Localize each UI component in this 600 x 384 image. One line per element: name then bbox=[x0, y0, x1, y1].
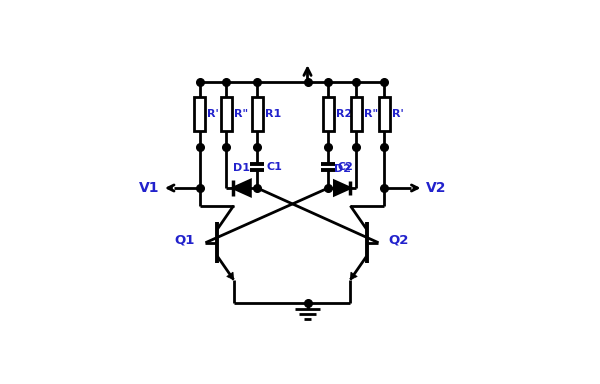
Polygon shape bbox=[334, 181, 350, 195]
Text: C1: C1 bbox=[266, 162, 283, 172]
Text: R1: R1 bbox=[265, 109, 281, 119]
Polygon shape bbox=[227, 272, 233, 280]
Bar bbox=[379, 97, 389, 131]
Text: R": R" bbox=[364, 109, 378, 119]
Bar bbox=[221, 97, 232, 131]
Bar bbox=[252, 97, 263, 131]
Text: R": R" bbox=[234, 109, 248, 119]
Text: V2: V2 bbox=[427, 181, 447, 195]
Text: R': R' bbox=[207, 109, 219, 119]
Text: Q1: Q1 bbox=[175, 233, 195, 246]
Polygon shape bbox=[233, 180, 250, 196]
Polygon shape bbox=[350, 272, 357, 280]
Text: Q2: Q2 bbox=[389, 233, 409, 246]
Bar bbox=[194, 97, 205, 131]
Text: D2: D2 bbox=[334, 164, 351, 174]
Text: D1: D1 bbox=[233, 163, 250, 173]
Bar bbox=[351, 97, 362, 131]
Text: R': R' bbox=[392, 109, 404, 119]
Text: R2: R2 bbox=[336, 109, 352, 119]
Text: V1: V1 bbox=[139, 181, 159, 195]
Text: C2: C2 bbox=[338, 162, 353, 172]
Bar bbox=[323, 97, 334, 131]
